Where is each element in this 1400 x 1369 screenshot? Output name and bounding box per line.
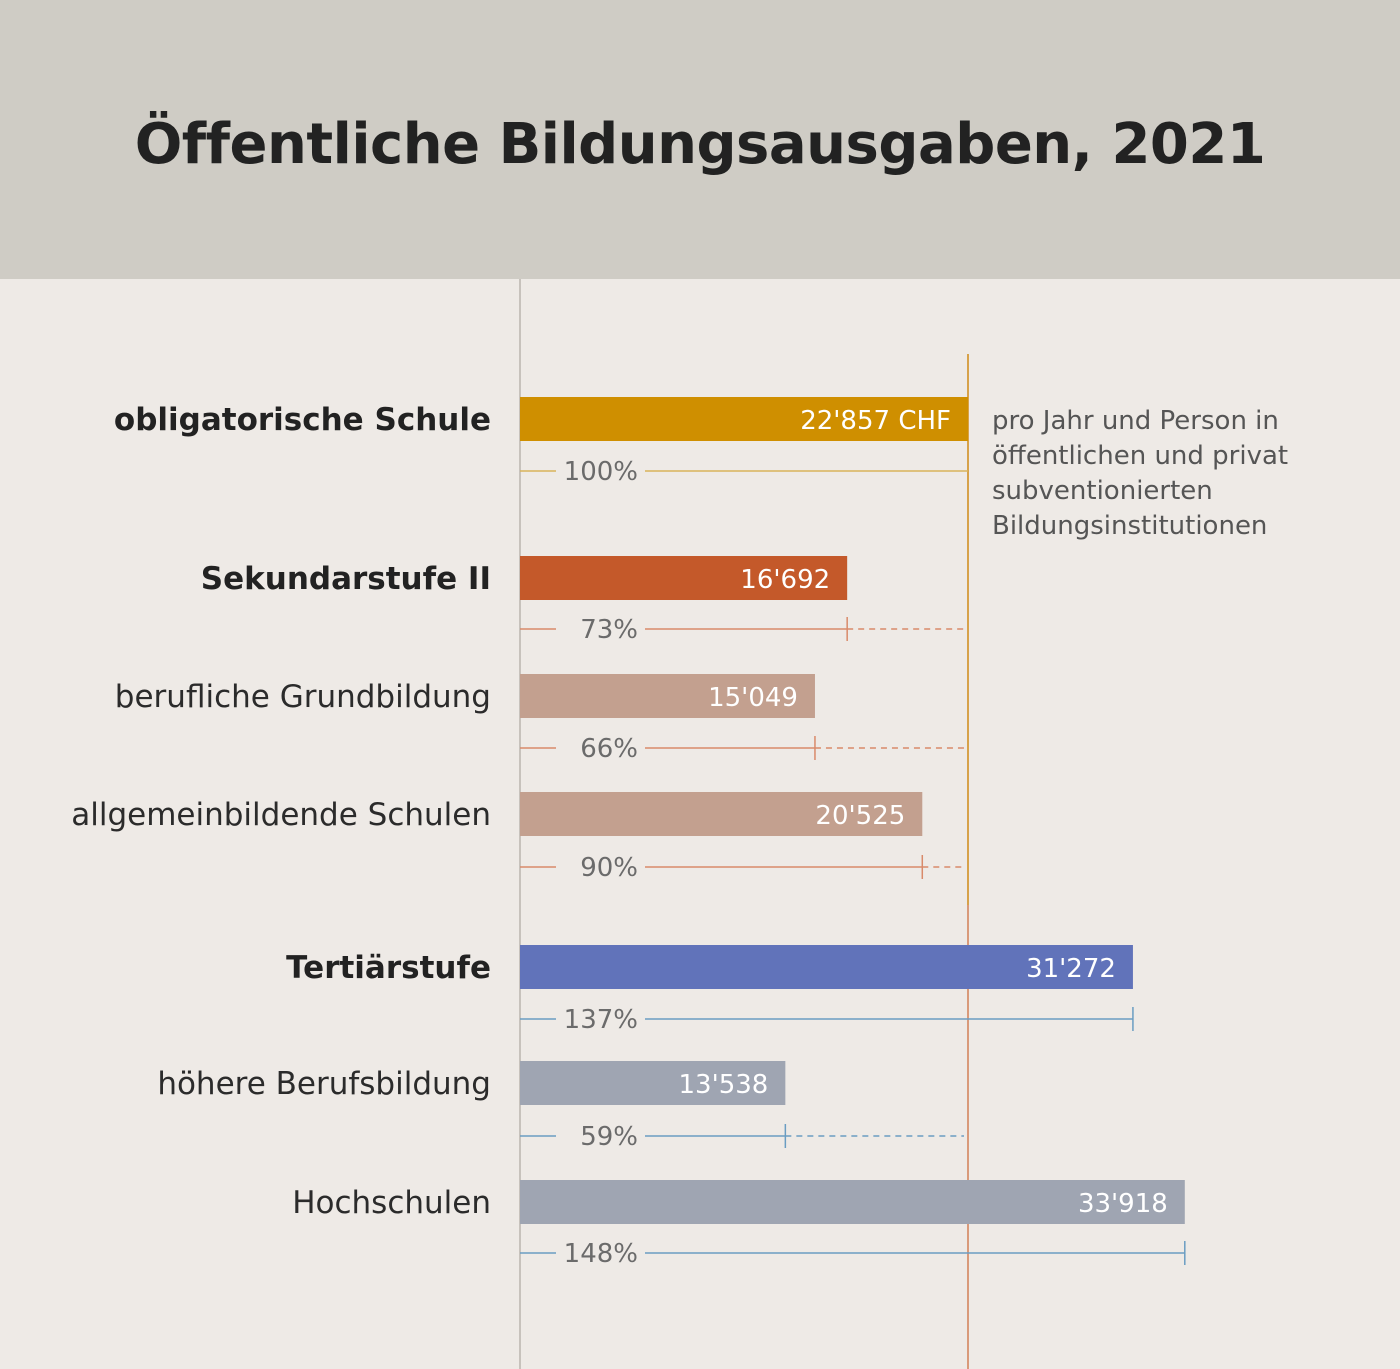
- bar-value-label: 22'857 CHF: [800, 406, 951, 436]
- pct-label: 66%: [580, 734, 638, 764]
- pct-label: 148%: [564, 1239, 638, 1269]
- category-label: berufliche Grundbildung: [115, 679, 491, 715]
- bar-value-label: 20'525: [815, 801, 905, 831]
- category-label: allgemeinbildende Schulen: [71, 797, 491, 833]
- note-text: pro Jahr und Person in: [992, 406, 1279, 436]
- bar: [520, 1061, 786, 1105]
- pct-label: 90%: [580, 853, 638, 883]
- bar: [520, 945, 1133, 989]
- pct-label: 59%: [580, 1122, 638, 1152]
- bar: [520, 397, 968, 441]
- pct-label: 100%: [564, 457, 638, 487]
- category-label: Hochschulen: [292, 1185, 491, 1221]
- note-text: öffentlichen und privat: [992, 441, 1288, 471]
- bar-value-label: 15'049: [708, 683, 798, 713]
- chart-title: Öffentliche Bildungsausgaben, 2021: [134, 112, 1266, 177]
- category-label: Sekundarstufe II: [201, 561, 491, 597]
- bar: [520, 674, 815, 718]
- bar-value-label: 13'538: [678, 1070, 768, 1100]
- category-label: obligatorische Schule: [114, 402, 491, 438]
- note-text: Bildungsinstitutionen: [992, 511, 1267, 541]
- header-banner: [0, 0, 1400, 279]
- bar: [520, 1180, 1185, 1224]
- bar: [520, 556, 848, 600]
- note-text: subventionierten: [992, 476, 1213, 506]
- pct-label: 137%: [564, 1005, 638, 1035]
- bar-value-label: 16'692: [740, 565, 830, 595]
- bar-value-label: 31'272: [1026, 954, 1116, 984]
- bar: [520, 792, 923, 836]
- category-label: höhere Berufsbildung: [157, 1066, 491, 1102]
- pct-label: 73%: [580, 615, 638, 645]
- category-label: Tertiärstufe: [286, 950, 491, 986]
- bar-value-label: 33'918: [1078, 1189, 1168, 1219]
